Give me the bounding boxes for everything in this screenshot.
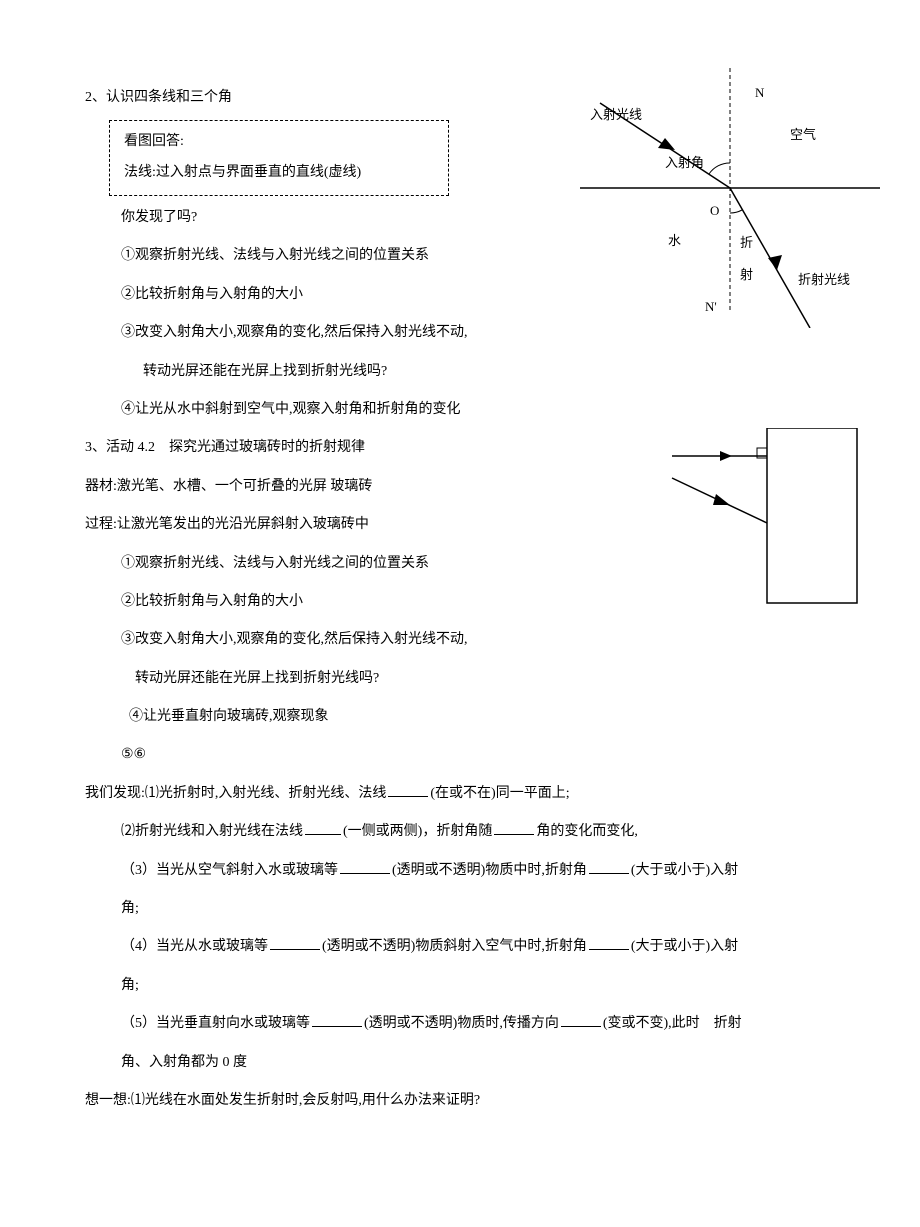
box-line2: 法线:过入射点与界面垂直的直线(虚线) (124, 158, 434, 189)
label-incident-ray: 入射光线 (590, 98, 642, 132)
label-refract2: 射 (740, 258, 753, 292)
s3-l5: ⑤⑥ (85, 737, 835, 773)
label-Nprime: N' (705, 290, 717, 324)
finding5: （5）当光垂直射向水或玻璃等(透明或不透明)物质时,传播方向(变或不变),此时 … (85, 1006, 835, 1042)
label-air: 空气 (790, 118, 816, 152)
finding1: 我们发现:⑴光折射时,入射光线、折射光线、法线(在或不在)同一平面上; (85, 776, 835, 812)
glass-diagram (662, 428, 862, 628)
marker-dot (121, 715, 125, 719)
label-refract1: 折 (740, 226, 753, 260)
think: 想一想:⑴光线在水面处发生折射时,会反射吗,用什么办法来证明? (85, 1083, 835, 1119)
s3-l3b: 转动光屏还能在光屏上找到折射光线吗? (85, 661, 835, 697)
label-refracted-ray: 折射光线 (798, 263, 850, 297)
s3-l4: ④让光垂直射向玻璃砖,观察现象 (85, 699, 835, 735)
label-water: 水 (668, 224, 681, 258)
lookup-box: 看图回答: 法线:过入射点与界面垂直的直线(虚线) (109, 120, 449, 196)
finding3: （3）当光从空气斜射入水或玻璃等(透明或不透明)物质中时,折射角(大于或小于)入… (85, 853, 835, 889)
finding3b: 角; (85, 891, 835, 927)
s2-l3b: 转动光屏还能在光屏上找到折射光线吗? (85, 354, 835, 390)
finding4: （4）当光从水或玻璃等(透明或不透明)物质斜射入空气中时,折射角(大于或小于)入… (85, 929, 835, 965)
label-N: N (755, 76, 764, 110)
finding4b: 角; (85, 968, 835, 1004)
s2-l4: ④让光从水中斜射到空气中,观察入射角和折射角的变化 (85, 392, 835, 428)
finding2: ⑵折射光线和入射光线在法线(一侧或两侧)，折射角随角的变化而变化, (85, 814, 835, 850)
label-O: O (710, 194, 719, 228)
glass-svg (662, 428, 862, 628)
label-incident-angle: 入射角 (665, 146, 704, 180)
refraction-diagram: 入射光线 入射角 N 空气 O 水 折 射 N' 折射光线 (580, 68, 880, 318)
box-line1: 看图回答: (124, 127, 434, 158)
finding5b: 角、入射角都为 0 度 (85, 1045, 835, 1081)
marker-dot (135, 369, 139, 373)
